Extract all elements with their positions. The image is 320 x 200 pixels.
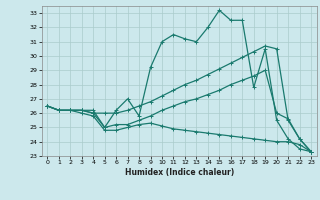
X-axis label: Humidex (Indice chaleur): Humidex (Indice chaleur) — [124, 168, 234, 177]
